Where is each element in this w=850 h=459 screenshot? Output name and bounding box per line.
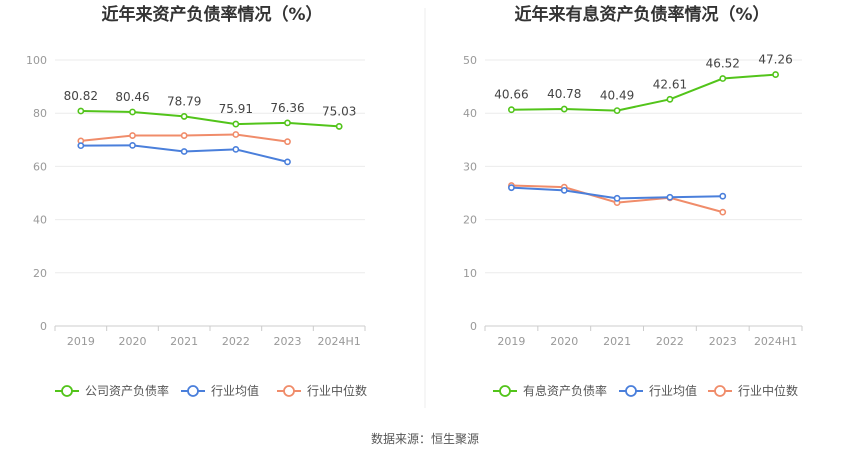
data-label: 40.49 xyxy=(600,89,634,103)
data-point xyxy=(562,188,567,193)
data-point xyxy=(773,72,778,77)
x-tick-label: 2024H1 xyxy=(754,335,797,348)
data-point xyxy=(78,143,83,148)
x-tick-label: 2020 xyxy=(119,335,147,348)
legend-label: 行业均值 xyxy=(211,383,259,398)
x-tick-label: 2023 xyxy=(274,335,302,348)
data-point xyxy=(130,133,135,138)
data-label: 80.82 xyxy=(64,89,98,103)
data-point xyxy=(337,124,342,129)
data-point xyxy=(233,132,238,137)
legend-label: 行业中位数 xyxy=(738,383,798,398)
data-point xyxy=(720,76,725,81)
chart-debt-ratio: 近年来资产负债率情况（%） 0 20 40 60 80 100 2019 2020 2021 202… xyxy=(26,4,367,398)
x-tick-label: 2024H1 xyxy=(318,335,361,348)
data-point xyxy=(720,194,725,199)
y-tick-label: 100 xyxy=(26,54,47,67)
chart-canvas: 近年来资产负债率情况（%）0204060801002019 2020 2021 202… xyxy=(0,0,850,459)
data-point xyxy=(509,107,514,112)
data-point xyxy=(182,149,187,154)
data-point xyxy=(130,143,135,148)
chart-interest-debt-ratio: 近年来有息资产负债率情况（%） 0 10 20 30 40 50 2019 2020 2021 20… xyxy=(463,4,802,398)
data-point xyxy=(130,109,135,114)
data-label: 78.79 xyxy=(167,94,201,108)
y-tick-label: 20 xyxy=(463,214,477,227)
data-label: 47.26 xyxy=(758,53,792,67)
data-point xyxy=(233,147,238,152)
data-point xyxy=(285,139,290,144)
y-tick-label: 50 xyxy=(463,54,477,67)
y-tick-label: 20 xyxy=(33,267,47,280)
legend-marker xyxy=(188,386,198,396)
data-point xyxy=(720,210,725,215)
y-tick-label: 60 xyxy=(33,160,47,173)
data-label: 76.36 xyxy=(270,101,304,115)
y-tick-label: 40 xyxy=(463,107,477,120)
legend-marker xyxy=(715,386,725,396)
data-point xyxy=(182,114,187,119)
data-label: 80.46 xyxy=(115,90,149,104)
x-tick-label: 2023 xyxy=(709,335,737,348)
legend-marker xyxy=(626,386,636,396)
data-point xyxy=(667,195,672,200)
y-tick-label: 0 xyxy=(470,320,477,333)
data-point xyxy=(285,159,290,164)
x-tick-label: 2021 xyxy=(170,335,198,348)
data-label: 75.03 xyxy=(322,104,356,118)
x-tick-label: 2022 xyxy=(222,335,250,348)
x-tick-label: 2019 xyxy=(497,335,525,348)
data-point xyxy=(182,133,187,138)
data-point xyxy=(233,121,238,126)
data-point xyxy=(614,196,619,201)
data-point xyxy=(509,185,514,190)
data-point xyxy=(614,108,619,113)
data-label: 40.66 xyxy=(494,88,528,102)
legend-marker xyxy=(284,386,294,396)
data-point xyxy=(78,108,83,113)
data-source: 数据来源：恒生聚源 xyxy=(371,431,479,446)
legend-marker xyxy=(500,386,510,396)
x-tick-label: 2022 xyxy=(656,335,684,348)
legend-label: 行业中位数 xyxy=(307,383,367,398)
y-tick-label: 30 xyxy=(463,160,477,173)
legend-label: 行业均值 xyxy=(649,383,697,398)
chart-title: 近年来有息资产负债率情况（%） xyxy=(514,4,769,25)
data-point xyxy=(285,120,290,125)
y-tick-label: 80 xyxy=(33,107,47,120)
x-tick-label: 2020 xyxy=(550,335,578,348)
data-point xyxy=(667,97,672,102)
chart-title: 近年来资产负债率情况（%） xyxy=(101,4,322,25)
data-label: 42.61 xyxy=(653,77,687,91)
x-tick-label: 2019 xyxy=(67,335,95,348)
x-tick-label: 2021 xyxy=(603,335,631,348)
y-tick-label: 10 xyxy=(463,267,477,280)
y-tick-label: 0 xyxy=(40,320,47,333)
data-point xyxy=(562,106,567,111)
legend-label: 有息资产负债率 xyxy=(523,383,607,398)
data-label: 46.52 xyxy=(706,57,740,71)
y-tick-label: 40 xyxy=(33,214,47,227)
legend-marker xyxy=(62,386,72,396)
data-label: 40.78 xyxy=(547,87,581,101)
legend-label: 公司资产负债率 xyxy=(85,383,169,398)
data-label: 75.91 xyxy=(219,102,253,116)
